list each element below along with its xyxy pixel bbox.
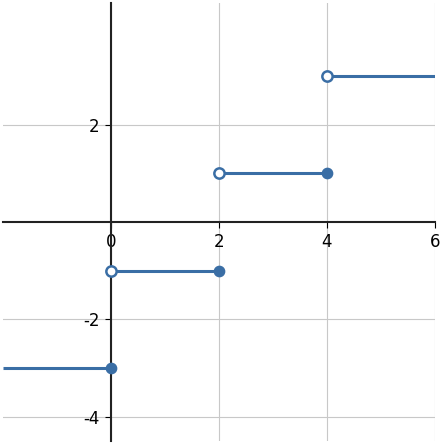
Point	[107, 267, 114, 274]
Point	[107, 365, 114, 372]
Point	[323, 170, 330, 177]
Point	[215, 170, 222, 177]
Point	[323, 72, 330, 79]
Point	[215, 267, 222, 274]
